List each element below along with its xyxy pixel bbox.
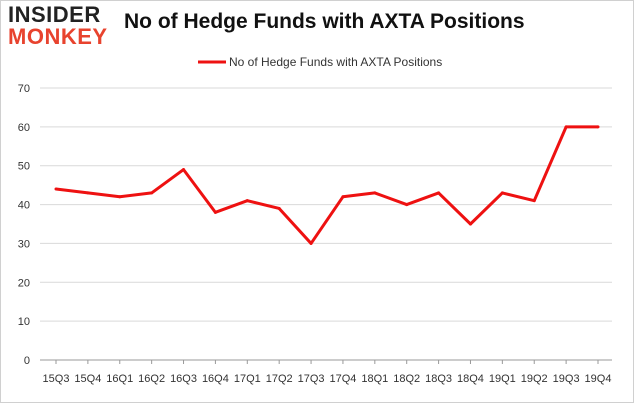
data-point <box>182 168 186 172</box>
data-point <box>309 241 313 245</box>
logo-text-top: INSIDER <box>8 2 101 27</box>
data-point <box>86 191 90 195</box>
x-tick-label: 19Q3 <box>553 373 580 385</box>
data-point <box>437 191 441 195</box>
grid-lines <box>40 87 612 361</box>
x-tick-label: 16Q4 <box>202 373 229 385</box>
y-axis-ticks: 0 10 20 30 40 50 60 70 <box>18 83 30 367</box>
x-tick-label: 17Q1 <box>234 373 261 385</box>
x-tick-label: 19Q2 <box>521 373 548 385</box>
x-tick-label: 15Q3 <box>43 373 70 385</box>
data-point <box>150 191 154 195</box>
data-point <box>532 199 536 203</box>
x-tick-label: 17Q4 <box>329 373 356 385</box>
x-tick-label: 19Q1 <box>489 373 516 385</box>
data-point <box>405 203 409 207</box>
data-point <box>373 191 377 195</box>
y-tick-label: 60 <box>18 122 30 134</box>
x-tick-label: 15Q4 <box>74 373 101 385</box>
x-tick-label: 16Q3 <box>170 373 197 385</box>
data-point <box>245 199 249 203</box>
data-point <box>500 191 504 195</box>
y-tick-label: 50 <box>18 161 30 173</box>
x-tick-label: 16Q2 <box>138 373 165 385</box>
series-line-0 <box>55 125 598 245</box>
chart-title: No of Hedge Funds with AXTA Positions <box>124 10 525 33</box>
x-tick-label: 17Q2 <box>266 373 293 385</box>
data-point <box>118 195 122 199</box>
y-tick-label: 0 <box>24 355 30 367</box>
legend: No of Hedge Funds with AXTA Positions <box>198 55 442 69</box>
x-axis-ticks: 15Q3 15Q4 16Q1 16Q2 16Q3 16Q4 17Q1 17Q2 17Q3 17Q4… <box>43 360 612 385</box>
data-point <box>277 206 281 210</box>
x-tick-label: 18Q1 <box>361 373 388 385</box>
insider-monkey-logo: INSIDER MONKEY <box>8 4 118 50</box>
x-tick-label: 19Q4 <box>585 373 612 385</box>
y-tick-label: 30 <box>18 238 30 250</box>
x-tick-label: 18Q3 <box>425 373 452 385</box>
y-tick-label: 20 <box>18 277 30 289</box>
data-point <box>596 125 600 129</box>
y-tick-label: 40 <box>18 200 30 212</box>
data-point <box>468 222 472 226</box>
y-tick-label: 10 <box>18 316 30 328</box>
data-point <box>54 187 58 191</box>
legend-label: No of Hedge Funds with AXTA Positions <box>229 55 442 69</box>
x-tick-label: 16Q1 <box>106 373 133 385</box>
data-point <box>213 210 217 214</box>
x-tick-label: 18Q2 <box>393 373 420 385</box>
x-tick-label: 18Q4 <box>457 373 484 385</box>
data-point <box>564 125 568 129</box>
x-tick-label: 17Q3 <box>298 373 325 385</box>
series-layer <box>54 125 600 245</box>
y-tick-label: 70 <box>18 83 30 95</box>
logo-text-bottom: MONKEY <box>8 24 108 49</box>
data-point <box>341 195 345 199</box>
